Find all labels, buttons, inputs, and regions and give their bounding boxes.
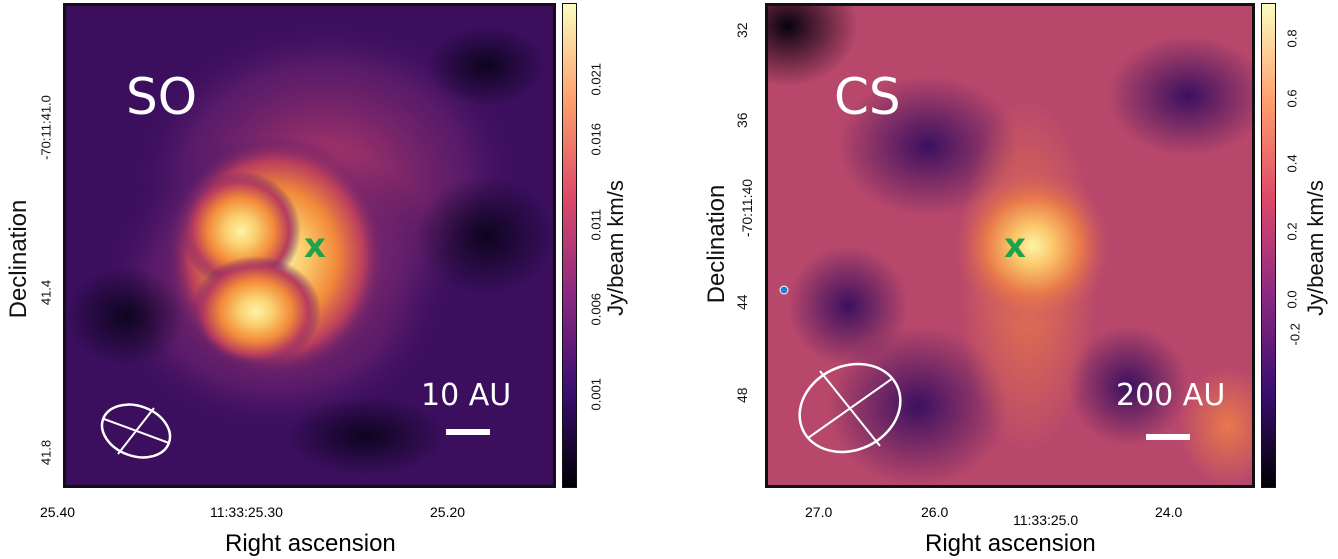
cs-molecule-label: CS [834,68,901,126]
so-x-title: Right ascension [225,530,396,557]
cs-ytick-3: -70:11:40 [739,178,755,238]
so-cbar-tick-5: 0.001 [588,377,604,411]
cs-y-title: Declination [703,184,730,304]
cs-cbar-tick-1: 0.8 [1284,29,1300,48]
cs-ytick-2: 36 [734,112,750,128]
so-cbar-tick-1: 0.021 [588,62,604,96]
so-position-marker: x [304,226,326,266]
cs-colorbar [1261,3,1276,488]
cs-xtick-2: 26.0 [921,504,949,520]
cs-ytick-1: 32 [734,22,750,38]
so-xtick-2: 11:33:25.30 [210,504,283,520]
so-scale-label: 10 AU [421,378,512,413]
so-cbar-title: Jy/beam km/s [603,180,628,316]
so-y-title: Declination [5,199,32,319]
cs-xtick-3: 11:33:25.0 [1013,512,1079,528]
so-molecule-label: SO [126,68,198,126]
cs-scale-bar [1146,434,1190,440]
so-xtick-3: 25.20 [430,504,466,520]
cs-cbar-tick-6: -0.2 [1287,323,1303,346]
so-scale-bar [446,429,490,435]
so-ytick-2: 41.4 [38,279,54,306]
cs-map-image [768,6,1252,485]
cs-cbar-tick-2: 0.6 [1284,89,1300,108]
cs-position-marker: x [1004,226,1026,266]
so-xtick-1: 25.40 [40,504,76,520]
cs-cbar-title: Jy/beam km/s [1303,180,1328,316]
so-colorbar [562,3,577,488]
so-ytick-1: -70:11:41.0 [38,95,54,160]
cs-ytick-5: 48 [734,387,750,403]
cs-beam-ellipse [798,362,902,454]
so-map-image [66,6,553,485]
so-cbar-tick-2: 0.016 [588,122,604,156]
cs-ytick-4: 44 [734,294,750,310]
so-cbar-tick-3: 0.011 [588,208,604,241]
so-ytick-3: 41.8 [38,439,54,466]
cs-x-title: Right ascension [925,530,1096,557]
cs-xtick-1: 27.0 [805,504,833,520]
cs-scale-label: 200 AU [1116,378,1226,413]
so-intensity-map: SO x 10 AU [63,3,556,488]
so-cbar-tick-4: 0.006 [588,292,604,326]
cs-cbar-tick-3: 0.4 [1284,154,1300,173]
cs-cbar-tick-4: 0.2 [1284,222,1300,241]
cs-cbar-tick-5: 0.0 [1284,290,1300,309]
cs-xtick-4: 24.0 [1155,504,1183,520]
cs-intensity-map: CS x 200 AU [765,3,1255,488]
